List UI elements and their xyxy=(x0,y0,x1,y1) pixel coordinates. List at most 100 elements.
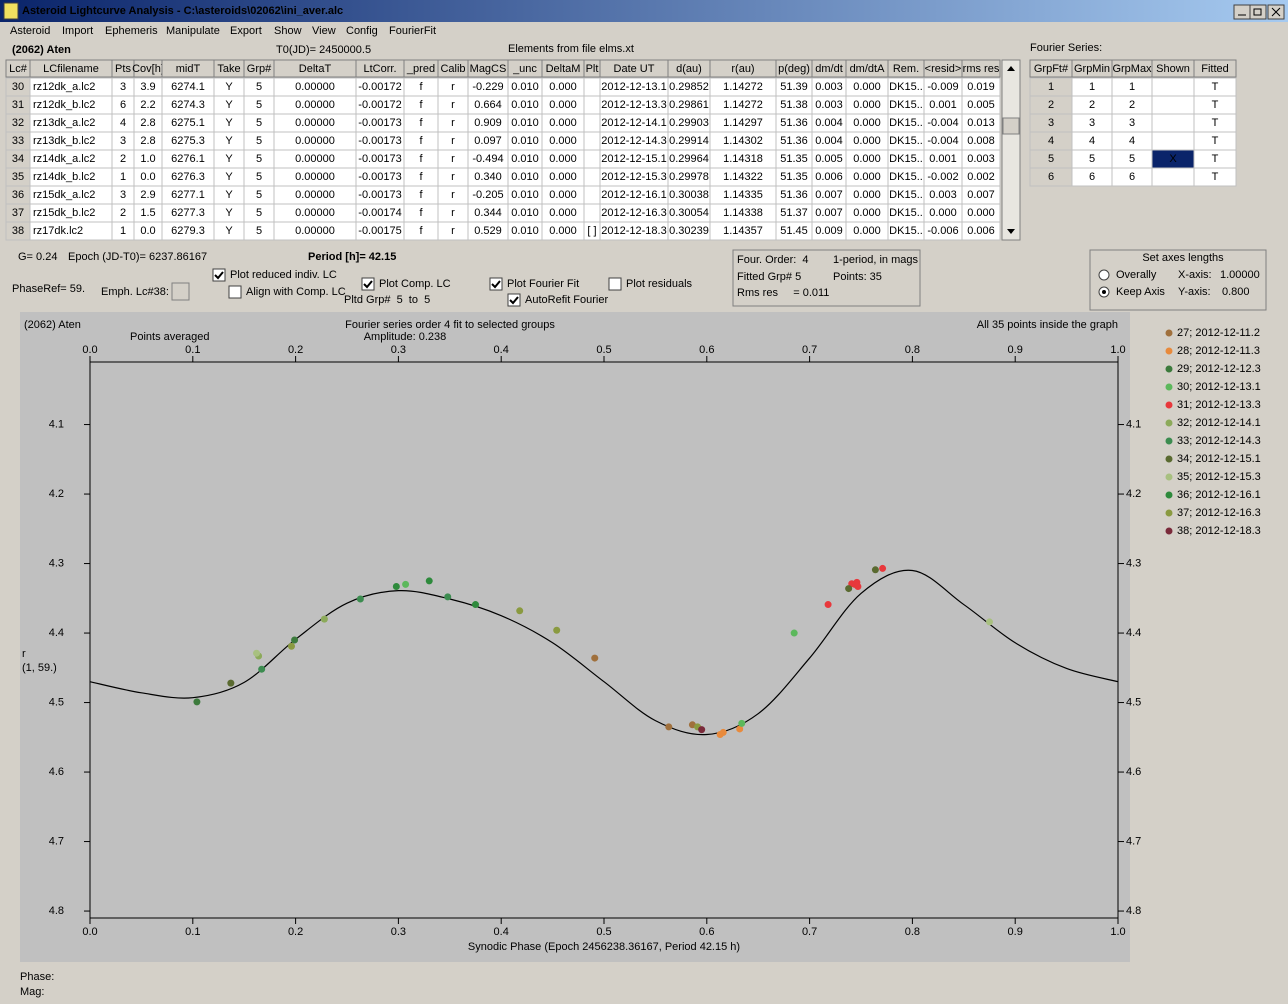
menu-item[interactable]: Asteroid xyxy=(10,25,50,37)
cell-text: f xyxy=(419,207,423,219)
table-cell[interactable] xyxy=(1151,95,1195,115)
scroll-thumb[interactable] xyxy=(1002,117,1020,135)
legend-label: 29; 2012-12-12.3 xyxy=(1177,363,1261,375)
x-tick-label-top: 0.4 xyxy=(494,344,509,356)
checkbox[interactable] xyxy=(489,277,503,291)
cell-text: 1.14272 xyxy=(723,81,763,93)
checkbox[interactable] xyxy=(608,277,622,291)
asteroid-name: (2062) Aten xyxy=(12,44,71,56)
cell-text: DK15.. xyxy=(889,189,923,201)
menu-item[interactable]: Ephemeris xyxy=(105,25,158,37)
cell-text: Y xyxy=(225,171,233,183)
cell-text: 2 xyxy=(1048,99,1054,111)
cell-text: Y xyxy=(225,99,233,111)
cell-text: 33 xyxy=(12,135,24,147)
menu-item[interactable]: Manipulate xyxy=(166,25,220,37)
title-bar xyxy=(0,0,1288,22)
menu-item[interactable]: Export xyxy=(230,25,262,37)
menu-item[interactable]: View xyxy=(312,25,336,37)
t0-label: T0(JD)= 2450000.5 xyxy=(276,44,371,56)
cell-text: -0.00173 xyxy=(358,153,401,165)
cell-text: 6 xyxy=(1089,171,1095,183)
period-value: Period [h]= 42.15 xyxy=(308,251,396,263)
table-cell[interactable] xyxy=(583,95,601,115)
cell-text: 6274.1 xyxy=(171,81,205,93)
table-cell[interactable] xyxy=(583,77,601,97)
cell-text: 0.00000 xyxy=(295,189,335,201)
cell-text: 0.001 xyxy=(929,99,957,111)
app-icon xyxy=(3,2,19,20)
table-cell[interactable] xyxy=(583,149,601,169)
table-cell[interactable] xyxy=(1151,113,1195,133)
cell-text: 2012-12-16.3 xyxy=(601,207,666,219)
checkbox[interactable] xyxy=(228,285,242,299)
spinner[interactable] xyxy=(171,282,190,301)
cell-text: 0.29914 xyxy=(669,135,709,147)
table-cell[interactable] xyxy=(583,167,601,187)
cell-text: 2 xyxy=(1089,99,1095,111)
cell-text: 0.003 xyxy=(929,189,957,201)
cell-text: 30 xyxy=(12,81,24,93)
column-header[interactable] xyxy=(961,59,1001,78)
cell-text: -0.00175 xyxy=(358,225,401,237)
table-cell[interactable] xyxy=(961,221,1001,241)
cell-text: 1.14338 xyxy=(723,207,763,219)
scrollbar[interactable] xyxy=(1001,59,1021,241)
cell-text: 0.00000 xyxy=(295,171,335,183)
status-mag: Mag: xyxy=(20,986,44,998)
cell-text: 32 xyxy=(12,117,24,129)
cell-text: rz13dk_b.lc2 xyxy=(33,135,95,147)
cell-text: 5 xyxy=(256,99,262,111)
x-tick-label: 1.0 xyxy=(1110,926,1125,938)
radio-button[interactable] xyxy=(1098,269,1110,281)
menu-item[interactable]: Config xyxy=(346,25,378,37)
cell-text: DK15.. xyxy=(889,135,923,147)
minimize-button[interactable] xyxy=(1233,4,1251,20)
column-header-label: Plt xyxy=(586,63,599,75)
column-header-label: Lc# xyxy=(9,63,28,75)
table-cell[interactable] xyxy=(583,203,601,223)
column-header-label: Rem. xyxy=(893,63,919,75)
cell-text: -0.009 xyxy=(927,81,958,93)
data-point xyxy=(879,564,887,572)
cell-text: 51.36 xyxy=(780,117,808,129)
menu-item[interactable]: Import xyxy=(62,25,93,37)
cell-text: DK15.. xyxy=(889,153,923,165)
table-cell[interactable] xyxy=(1151,167,1195,187)
chart-subtitle: Fourier series order 4 fit to selected g… xyxy=(345,319,555,331)
cell-text: 0.664 xyxy=(474,99,502,111)
menu-item[interactable]: FourierFit xyxy=(389,25,436,37)
table-cell[interactable] xyxy=(583,131,601,151)
y-axis-value: 0.800 xyxy=(1222,286,1250,298)
table-cell[interactable] xyxy=(583,113,601,133)
cell-text: 0.010 xyxy=(511,81,539,93)
checkbox[interactable] xyxy=(507,293,521,307)
plotted-groups: Pltd Grp# 5 to 5 xyxy=(344,294,430,306)
column-header[interactable] xyxy=(1193,59,1237,78)
cell-text: 2012-12-13.3 xyxy=(601,99,666,111)
cell-text: rz15dk_a.lc2 xyxy=(33,189,95,201)
column-header-label: dm/dtA xyxy=(850,63,886,75)
cell-text: 0.00000 xyxy=(295,207,335,219)
restore-button[interactable] xyxy=(1249,4,1267,20)
cell-text: 51.39 xyxy=(780,81,808,93)
table-cell[interactable] xyxy=(1193,167,1237,187)
table-cell[interactable] xyxy=(1151,77,1195,97)
cell-text: 0.000 xyxy=(853,117,881,129)
cell-text: f xyxy=(419,225,423,237)
x-axis-value: 1.00000 xyxy=(1220,269,1260,281)
x-tick-label-top: 0.3 xyxy=(391,344,406,356)
menu-item[interactable]: Show xyxy=(274,25,302,37)
cell-text: 4 xyxy=(1089,135,1095,147)
table-cell[interactable] xyxy=(1151,131,1195,151)
checkbox[interactable] xyxy=(212,268,226,282)
cell-text: 0.010 xyxy=(511,135,539,147)
x-tick-label-top: 0.7 xyxy=(802,344,817,356)
emph-lc[interactable]: Emph. Lc#38: xyxy=(101,286,169,298)
table-cell[interactable] xyxy=(583,185,601,205)
cell-text: 0.000 xyxy=(853,189,881,201)
cell-text: 0.000 xyxy=(853,99,881,111)
cell-text: 1 xyxy=(1129,81,1135,93)
checkbox[interactable] xyxy=(361,277,375,291)
cell-text: 0.000 xyxy=(549,171,577,183)
